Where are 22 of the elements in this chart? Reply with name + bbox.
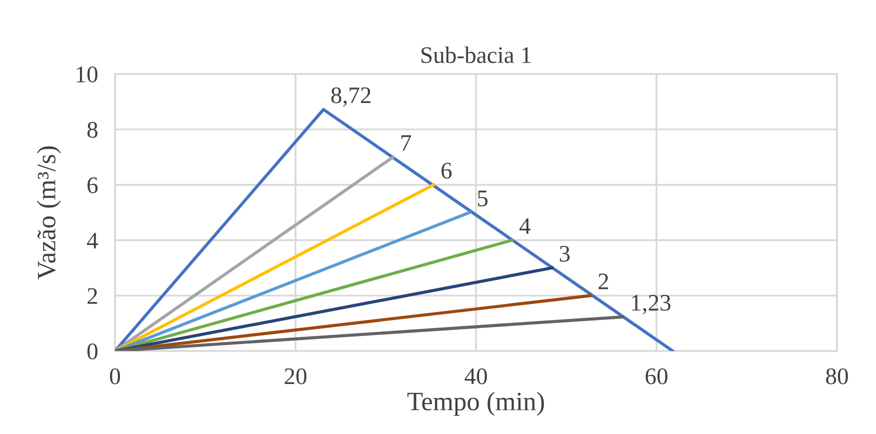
data-label: 5: [478, 190, 488, 206]
x-tick-label: 0: [110, 368, 120, 384]
data-label: 6: [442, 162, 452, 179]
data-label: 3: [560, 246, 570, 262]
x-tick-label: 80: [826, 368, 848, 384]
y-tick-label: 10: [76, 66, 98, 82]
data-label: 7: [401, 135, 412, 151]
chart-title: Sub-bacia 1: [422, 46, 531, 64]
data-label: 2: [598, 274, 608, 290]
data-label: 4: [520, 218, 530, 234]
data-label: 8,72: [331, 87, 370, 107]
x-tick-label: 60: [646, 368, 668, 384]
x-tick-label: 20: [284, 368, 306, 384]
y-tick-label: 8: [87, 122, 98, 138]
y-axis-title: Vazão (m³/s): [36, 146, 61, 280]
data-label: 1,23: [632, 294, 670, 314]
x-axis-title: Tempo (min): [407, 392, 544, 416]
y-tick-label: 2: [88, 288, 98, 304]
y-tick-label: 6: [88, 177, 98, 194]
y-tick-label: 4: [86, 232, 98, 248]
y-tick-label: 0: [87, 343, 98, 360]
x-tick-label: 40: [464, 368, 487, 384]
